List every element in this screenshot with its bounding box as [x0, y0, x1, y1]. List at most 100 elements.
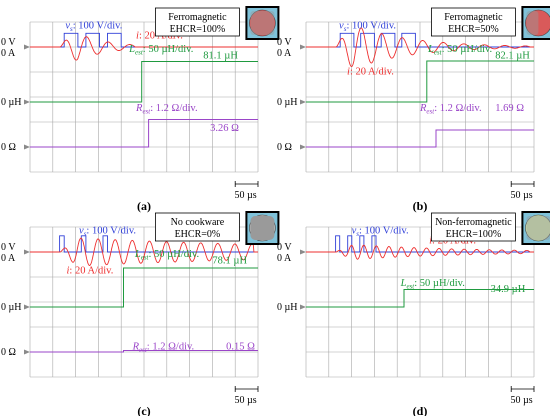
annotation-line1: No cookware: [171, 217, 225, 228]
channel-symbol: L: [400, 278, 407, 289]
current-trace: [30, 36, 258, 61]
zero-level-marker: [300, 99, 306, 105]
voltage-scale-label: vs: 100 V/div.: [65, 20, 122, 33]
zero-level-label: 0 A: [1, 253, 16, 264]
voltage-trace: [306, 32, 534, 48]
channel-symbol: L: [427, 44, 434, 55]
channel-subscript: s: [84, 230, 87, 238]
time-scale-label: 50 µs: [511, 395, 533, 406]
coil-shade: [250, 216, 275, 240]
channel-subscript: est: [406, 282, 415, 290]
zero-level-marker: [24, 304, 30, 310]
zero-level-label: 0 µH: [277, 302, 297, 313]
annotation-box: [430, 7, 516, 37]
zero-level-marker: [24, 144, 30, 150]
voltage-scale-label: vs: 100 V/div.: [352, 225, 409, 238]
inductance-value-label: 78.1 µH: [212, 255, 247, 266]
zero-level-label: 0 µH: [277, 97, 297, 108]
resistance-scale-label: Rest: 1.2 Ω/div.: [135, 103, 198, 116]
zero-level-label: 0 A: [277, 48, 292, 59]
resistance-trace: [30, 119, 258, 148]
channel-scale-value: 1.2 Ω/div.: [152, 342, 194, 353]
cookware-disc: [525, 9, 550, 37]
channel-scale: :: [442, 44, 448, 55]
current-trace: [306, 27, 534, 67]
channel-scale: :: [139, 30, 145, 41]
channel-scale: :: [359, 225, 365, 236]
channel-subscript: s: [70, 25, 73, 33]
zero-level-label: 0 A: [277, 253, 292, 264]
time-scale-label: 50 µs: [235, 395, 257, 406]
channel-subscript: est: [142, 107, 151, 115]
channel-scale-value: 50 µH/div.: [148, 44, 193, 55]
oscilloscope-grid: [305, 226, 535, 378]
inductance-scale-label: Lest: 50 µH/div.: [427, 44, 492, 57]
channel-symbol: R: [132, 342, 140, 353]
current-trace: [30, 237, 258, 266]
annotation-box: [430, 212, 516, 242]
channel-subscript: est: [426, 107, 435, 115]
panel-label: (c): [137, 404, 150, 416]
zero-level-label: 0 V: [1, 37, 16, 48]
inductance-value-label: 34.9 µH: [491, 284, 526, 295]
resistance-trace: [306, 129, 534, 148]
voltage-trace: [30, 32, 258, 48]
cookware-disc: [249, 9, 276, 37]
zero-level-marker: [24, 249, 30, 255]
channel-scale-value: 100 V/div.: [92, 225, 136, 236]
annotation-line2: EHCR=0%: [175, 229, 221, 240]
channel-subscript: est: [434, 49, 443, 57]
channel-subscript: est: [141, 254, 150, 262]
channel-scale: :: [414, 278, 420, 289]
channel-scale-value: 20 A/div.: [75, 265, 113, 276]
oscilloscope-panel: 0 V0 A0 µH0 Ωvs: 100 V/div.i: 20 A/div.L…: [1, 211, 280, 416]
channel-scale-value: 100 V/div.: [365, 225, 409, 236]
zero-level-label: 0 µH: [1, 302, 21, 313]
channel-symbol: v: [79, 225, 84, 236]
inductance-trace: [306, 60, 534, 103]
zero-level-label: 0 V: [1, 242, 16, 253]
zero-level-label: 0 V: [277, 37, 292, 48]
resistance-value-label: 3.26 Ω: [210, 123, 239, 134]
channel-scale-value: 100 V/div.: [78, 20, 122, 31]
inductance-value-label: 82.1 µH: [495, 50, 530, 61]
inductance-trace: [30, 61, 258, 103]
zero-level-marker: [300, 304, 306, 310]
channel-symbol: v: [352, 225, 357, 236]
annotation-line2: EHCR=50%: [448, 24, 499, 35]
voltage-scale-label: vs: 100 V/div.: [79, 225, 136, 238]
current-scale-label: i: 20 A/div.: [347, 67, 394, 78]
channel-scale-value: 20 A/div.: [356, 67, 394, 78]
voltage-trace: [30, 235, 258, 253]
channel-scale: :: [434, 103, 440, 114]
channel-subscript: s: [356, 230, 359, 238]
annotation-line1: Ferromagnetic: [444, 12, 503, 23]
voltage-trace: [306, 235, 534, 253]
no-cookware-icon: [245, 211, 280, 245]
channel-scale-value: 50 µH/div.: [420, 278, 465, 289]
channel-symbol: v: [65, 20, 70, 31]
channel-scale: :: [346, 20, 352, 31]
channel-subscript: est: [135, 49, 144, 57]
oscilloscope-panel: 0 V0 A0 µH0 Ωvs: 100 V/div.i: 20 A/div.L…: [1, 6, 280, 213]
channel-scale: :: [350, 67, 356, 78]
zero-level-marker: [300, 144, 306, 150]
annotation-box: [154, 212, 240, 242]
cookware-disc: [525, 214, 550, 242]
inductance-trace: [306, 289, 534, 308]
current-scale-label: i: 20 A/div.: [66, 265, 113, 276]
channel-symbol: i: [66, 265, 69, 276]
resistance-scale-label: Rest: 1.2 Ω/div.: [132, 342, 195, 355]
channel-symbol: R: [135, 103, 143, 114]
inductance-value-label: 81.1 µH: [203, 50, 238, 61]
inductance-trace: [30, 267, 258, 308]
channel-symbol: L: [134, 249, 141, 260]
zero-level-marker: [24, 99, 30, 105]
channel-symbol: v: [339, 20, 344, 31]
zero-level-marker: [300, 249, 306, 255]
channel-scale: :: [86, 225, 92, 236]
ferromagnetic-cookware-icon: [521, 6, 550, 40]
resistance-trace: [30, 350, 258, 353]
annotation-line2: EHCR=100%: [170, 24, 226, 35]
